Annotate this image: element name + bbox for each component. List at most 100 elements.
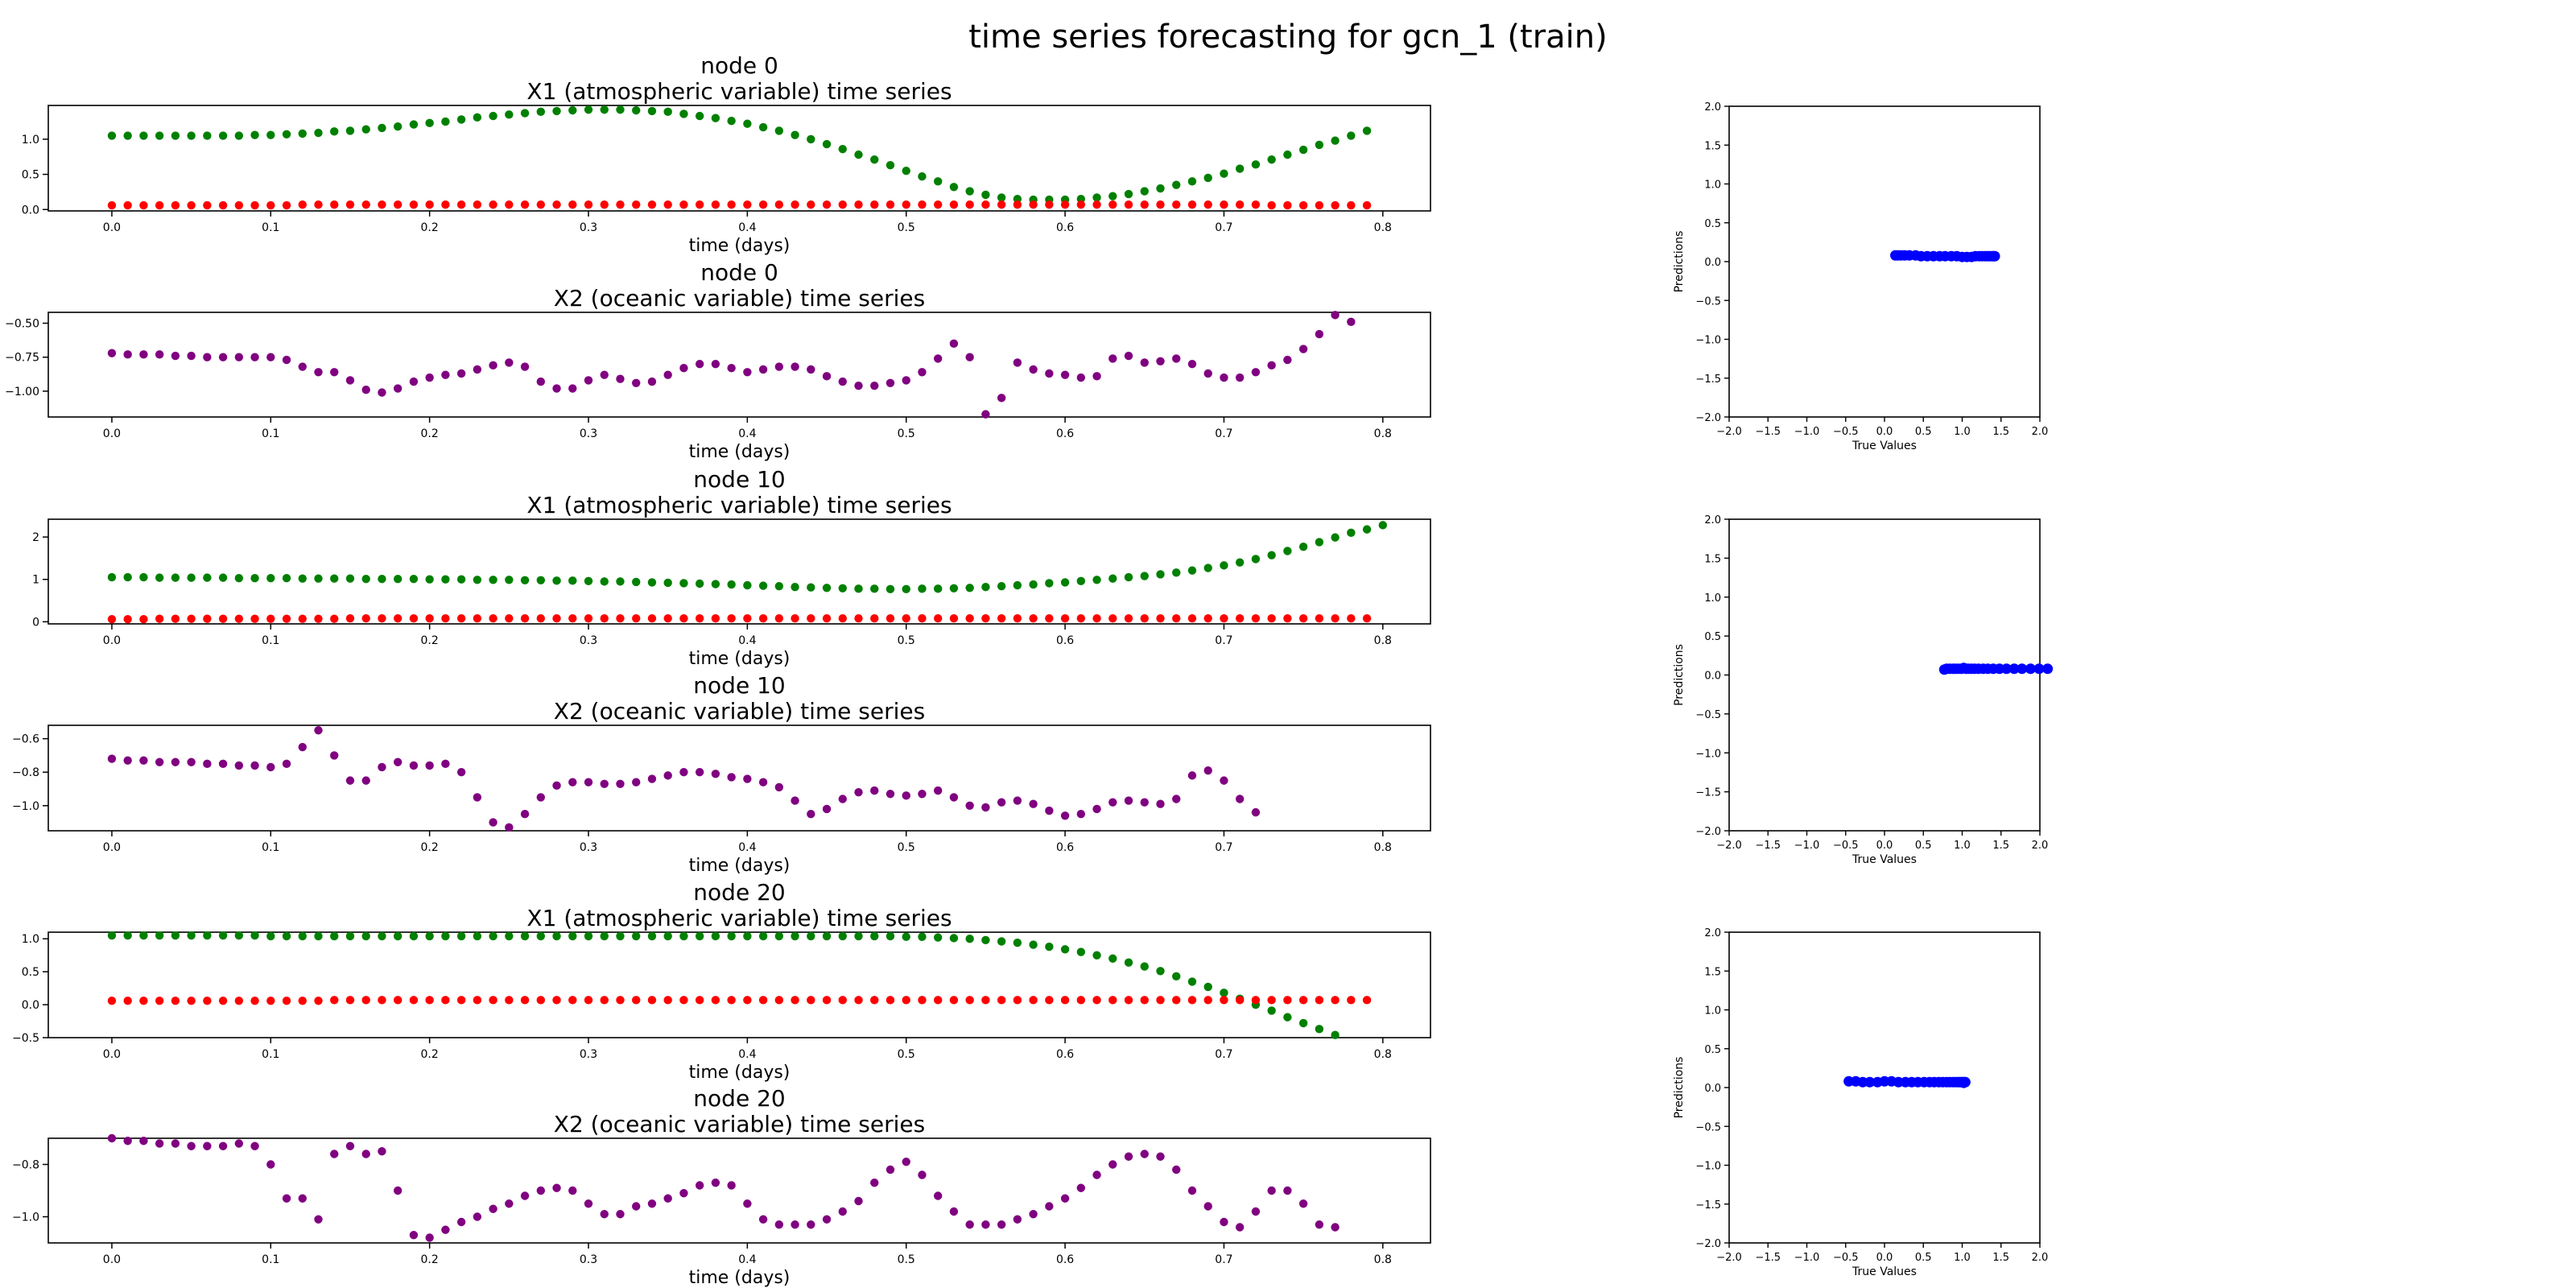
data-point — [218, 131, 228, 140]
y-tick-label: 1.0 — [1704, 592, 1721, 605]
data-point — [1124, 189, 1133, 199]
data-point — [520, 362, 530, 371]
data-point — [345, 376, 355, 385]
x-tick-label: −1.5 — [1755, 840, 1781, 852]
data-point — [1108, 1160, 1117, 1169]
data-point — [1220, 1217, 1228, 1227]
data-point — [2001, 663, 2013, 675]
data-point — [965, 1220, 974, 1229]
data-point — [568, 931, 577, 941]
data-point — [568, 384, 577, 393]
data-point — [473, 576, 482, 584]
data-point — [1235, 613, 1245, 623]
data-point — [1045, 200, 1054, 209]
data-point — [1331, 1030, 1340, 1039]
data-point — [807, 365, 815, 374]
data-point — [234, 573, 244, 583]
x-tick-label: 0.3 — [580, 427, 597, 440]
data-point — [1060, 370, 1070, 379]
data-point — [1092, 1170, 1101, 1179]
data-point — [409, 120, 419, 129]
data-point — [1187, 977, 1197, 986]
data-point — [870, 931, 879, 941]
data-point — [1187, 566, 1197, 575]
data-point — [425, 613, 434, 623]
data-point — [234, 200, 244, 210]
x-tick-label: 0.3 — [580, 1253, 597, 1266]
data-point — [171, 614, 180, 623]
data-point — [139, 931, 148, 940]
data-point — [949, 200, 959, 209]
x-tick-label: 0.4 — [738, 221, 756, 234]
data-point — [203, 131, 212, 140]
data-point — [1029, 996, 1038, 1005]
data-point — [933, 200, 943, 209]
data-point — [250, 996, 259, 1005]
data-point — [107, 1133, 117, 1143]
data-point — [965, 200, 974, 209]
data-point — [552, 931, 561, 941]
data-point — [1076, 947, 1086, 956]
x-tick-label: 0.3 — [580, 841, 597, 854]
data-point — [1060, 613, 1070, 623]
data-point — [552, 576, 561, 585]
data-point — [1140, 798, 1149, 807]
data-point — [933, 613, 943, 623]
data-point — [632, 778, 641, 786]
data-point — [647, 613, 657, 623]
data-point — [711, 580, 720, 588]
data-point — [584, 931, 593, 941]
x-tick-label: −0.5 — [1833, 840, 1859, 852]
data-point — [1203, 982, 1212, 992]
data-point — [520, 576, 530, 584]
data-point — [314, 368, 323, 377]
data-point — [933, 786, 943, 795]
data-point — [1298, 345, 1308, 353]
data-point — [456, 200, 466, 209]
data-point — [234, 614, 244, 623]
data-point — [123, 996, 132, 1005]
data-point — [1220, 169, 1228, 178]
data-point — [187, 996, 196, 1005]
data-point — [536, 200, 546, 209]
data-point — [107, 615, 117, 624]
x-tick-label: 0.0 — [103, 1048, 121, 1061]
data-point — [584, 376, 593, 385]
data-point — [1092, 804, 1101, 814]
data-point — [282, 573, 291, 583]
x-tick-label: 0.0 — [103, 1253, 121, 1266]
data-point — [361, 931, 370, 941]
x-tick-label: 0.2 — [421, 221, 439, 234]
y-tick-label: 1.0 — [1704, 1005, 1721, 1018]
y-tick-label: −1.0 — [1695, 1161, 1721, 1173]
data-point — [155, 350, 164, 359]
data-point — [139, 996, 148, 1005]
data-point — [632, 378, 641, 387]
data-point — [473, 200, 482, 209]
data-point — [1864, 1076, 1876, 1088]
x-tick-label: 0.8 — [1374, 841, 1392, 854]
data-point — [1331, 996, 1340, 1005]
data-point — [393, 996, 402, 1005]
data-point — [822, 372, 832, 381]
data-point — [822, 613, 832, 623]
x-tick-label: 0.7 — [1215, 1048, 1232, 1061]
data-point — [1029, 200, 1038, 209]
data-point — [441, 200, 450, 209]
x-tick-label: 0.1 — [262, 1048, 279, 1061]
x-tick-label: −2.0 — [1716, 1252, 1742, 1264]
y-tick-label: 0.5 — [22, 169, 39, 182]
data-point — [918, 613, 927, 623]
data-point — [1362, 996, 1372, 1005]
data-point — [425, 118, 434, 128]
x-tick-label: 2.0 — [2032, 840, 2049, 852]
data-point — [107, 572, 117, 582]
data-point — [218, 1141, 228, 1150]
panel-subtitle: X1 (atmospheric variable) time series — [526, 78, 952, 105]
x-tick-label: 2.0 — [2032, 1252, 2049, 1264]
data-point — [997, 937, 1006, 946]
data-point — [600, 613, 609, 623]
data-point — [1076, 996, 1086, 1005]
data-point — [1172, 1165, 1181, 1174]
data-point — [441, 759, 450, 769]
